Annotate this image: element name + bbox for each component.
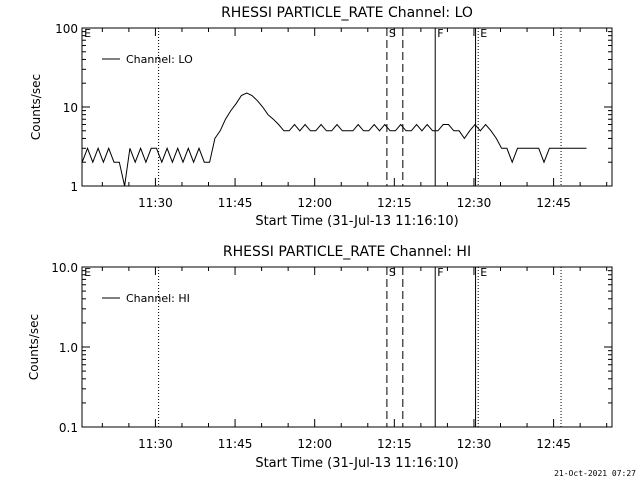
y-tick-label: 0.1	[59, 421, 78, 435]
y-tick-label: 1	[70, 180, 78, 194]
x-tick-label: 12:45	[536, 196, 571, 210]
event-marker-label: E	[480, 27, 487, 40]
event-marker-label: S	[389, 266, 396, 279]
x-tick-label: 12:00	[297, 437, 332, 451]
x-tick-label: 11:45	[218, 196, 253, 210]
x-axis-label: Start Time (31-Jul-13 11:16:10)	[255, 214, 458, 229]
event-marker-label: S	[389, 27, 396, 40]
legend-label: Channel: LO	[126, 53, 193, 66]
x-tick-label: 12:00	[297, 196, 332, 210]
footer-timestamp: 21-Oct-2021 07:27	[554, 469, 636, 478]
x-tick-label: 12:15	[377, 196, 412, 210]
y-axis-label: Counts/sec	[27, 314, 41, 380]
x-tick-label: 12:15	[377, 437, 412, 451]
event-marker-label: E	[84, 27, 91, 40]
y-tick-label: 10.0	[51, 261, 78, 275]
event-marker-label: F	[437, 266, 443, 279]
x-tick-label: 12:30	[457, 196, 492, 210]
event-marker-label: E	[84, 266, 91, 279]
y-tick-label: 100	[55, 22, 78, 36]
series-line	[81, 92, 587, 187]
x-axis-label: Start Time (31-Jul-13 11:16:10)	[255, 456, 458, 471]
y-tick-label: 10	[63, 101, 78, 115]
plot-frame	[81, 266, 613, 428]
y-tick-label: 1.0	[59, 341, 78, 355]
event-marker-label: F	[437, 27, 443, 40]
chart-title: RHESSI PARTICLE_RATE Channel: HI	[223, 244, 471, 260]
x-tick-label: 12:45	[536, 437, 571, 451]
event-marker-label: E	[480, 266, 487, 279]
legend-label: Channel: HI	[126, 292, 190, 305]
x-tick-label: 11:45	[218, 437, 253, 451]
x-tick-label: 11:30	[138, 196, 173, 210]
y-axis-label: Counts/sec	[29, 74, 43, 140]
chart-title: RHESSI PARTICLE_RATE Channel: LO	[221, 5, 473, 21]
x-tick-label: 12:30	[457, 437, 492, 451]
x-tick-label: 11:30	[138, 437, 173, 451]
